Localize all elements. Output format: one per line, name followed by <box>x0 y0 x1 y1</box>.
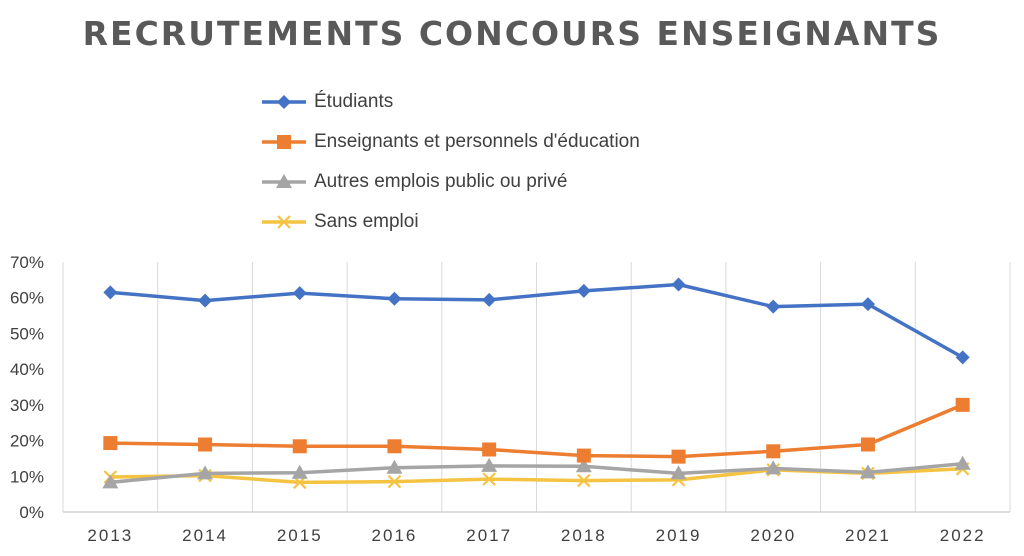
chart-title: RECRUTEMENTS CONCOURS ENSEIGNANTS <box>82 14 942 53</box>
data-point <box>575 458 592 473</box>
data-point <box>954 455 971 470</box>
data-point <box>859 464 876 479</box>
legend-item: Étudiants <box>262 82 640 122</box>
y-tick-label: 50% <box>10 324 44 343</box>
y-tick-label: 40% <box>10 360 44 379</box>
data-point <box>197 465 214 480</box>
data-point <box>198 437 213 452</box>
data-point <box>860 297 875 312</box>
series-1 <box>103 397 970 464</box>
legend-item: Sans emploi <box>262 202 640 242</box>
series-0 <box>103 277 970 365</box>
y-tick-label: 30% <box>10 396 44 415</box>
x-tick-label: 2013 <box>87 526 133 545</box>
legend-marker <box>277 135 291 149</box>
x-tick-label: 2017 <box>466 526 512 545</box>
series-2 <box>102 455 971 489</box>
x-tick-label: 2015 <box>277 526 323 545</box>
data-point <box>386 459 403 474</box>
series-line <box>110 462 963 485</box>
data-point <box>671 277 686 292</box>
y-tick-label: 10% <box>10 467 44 486</box>
legend-swatch <box>262 215 306 229</box>
legend-swatch <box>262 174 306 188</box>
x-tick-label: 2021 <box>845 526 891 545</box>
data-point <box>671 449 686 464</box>
data-point <box>387 439 402 454</box>
x-tick-label: 2019 <box>656 526 702 545</box>
x-tick-label: 2018 <box>561 526 607 545</box>
data-point <box>103 285 118 300</box>
data-point <box>955 350 970 365</box>
y-tick-label: 60% <box>10 289 44 308</box>
y-tick-label: 20% <box>10 432 44 451</box>
legend-label: Autres emplois public ou privé <box>314 171 568 192</box>
legend-label: Étudiants <box>314 91 394 112</box>
data-point <box>766 299 781 314</box>
x-tick-label: 2022 <box>940 526 986 545</box>
data-point <box>102 474 119 489</box>
series-line <box>110 403 964 459</box>
data-point <box>482 292 497 307</box>
data-point <box>955 397 970 412</box>
x-tick-label: 2016 <box>372 526 418 545</box>
legend-item: Autres emplois public ou privé <box>262 162 640 202</box>
legend-label: Sans emploi <box>314 211 419 232</box>
data-point <box>765 460 782 475</box>
legend-marker <box>277 95 291 109</box>
data-point <box>670 465 687 480</box>
legend: Étudiants Enseignants et personnels d'édu… <box>262 82 640 242</box>
x-tick-label: 2020 <box>750 526 796 545</box>
legend-swatch <box>262 135 306 149</box>
data-point <box>482 472 496 486</box>
data-point <box>860 437 875 452</box>
legend-item: Enseignants et personnels d'éducation <box>262 122 640 162</box>
data-point <box>292 286 307 301</box>
data-point <box>387 291 402 306</box>
data-point <box>291 464 308 479</box>
data-point <box>576 448 591 463</box>
legend-marker <box>277 215 291 229</box>
data-point <box>766 444 781 459</box>
data-point <box>387 474 402 489</box>
data-point <box>482 442 497 457</box>
legend-label: Enseignants et personnels d'éducation <box>314 131 640 152</box>
data-point <box>198 293 213 308</box>
data-point <box>103 436 118 451</box>
data-point <box>576 283 591 298</box>
y-tick-label: 70% <box>10 253 44 272</box>
legend-marker <box>276 174 292 188</box>
data-point <box>481 457 498 472</box>
legend-swatch <box>262 95 306 109</box>
data-point <box>292 439 307 454</box>
y-tick-label: 0% <box>19 503 44 522</box>
x-tick-label: 2014 <box>182 526 228 545</box>
data-point <box>577 473 591 488</box>
series-line <box>110 282 964 359</box>
